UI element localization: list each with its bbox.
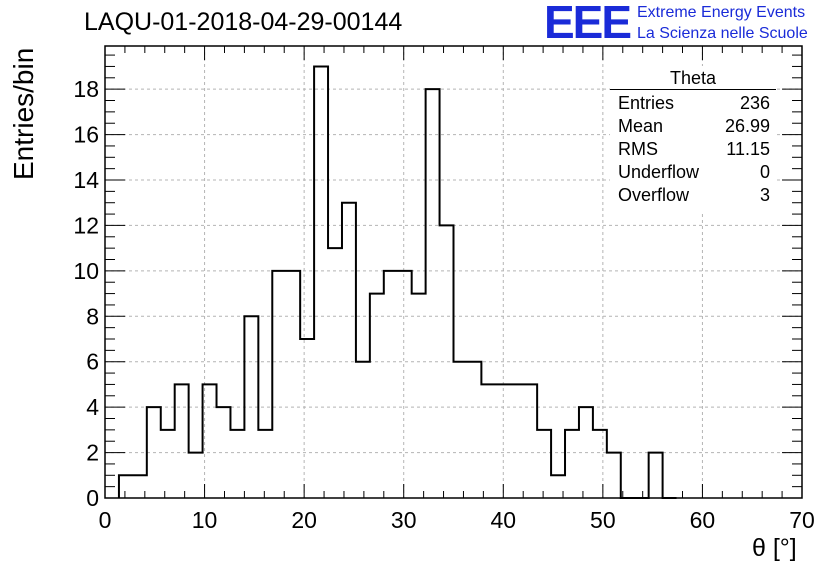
histogram-bin bbox=[426, 89, 440, 498]
histogram-bin bbox=[258, 430, 272, 498]
histogram-bin bbox=[509, 384, 523, 498]
histogram-bin bbox=[286, 271, 300, 498]
x-tick-label: 70 bbox=[789, 507, 815, 533]
stats-row: Entries 236 bbox=[618, 93, 770, 115]
x-tick-label: 10 bbox=[192, 507, 218, 533]
histogram-bin bbox=[537, 430, 551, 498]
x-tick-label: 0 bbox=[99, 507, 112, 533]
histogram-bin bbox=[412, 294, 426, 498]
x-axis-label: θ [°] bbox=[752, 534, 797, 562]
stats-key: Mean bbox=[618, 116, 664, 136]
y-tick-label: 8 bbox=[86, 303, 99, 329]
histogram-title: LAQU-01-2018-04-29-00144 bbox=[84, 8, 403, 36]
histogram-bin bbox=[189, 453, 203, 498]
stats-key: RMS bbox=[618, 139, 658, 159]
histogram-bin bbox=[300, 339, 314, 498]
histogram-bin bbox=[147, 407, 161, 498]
stats-row: Overflow 3 bbox=[618, 185, 770, 207]
histogram-bin bbox=[565, 430, 579, 498]
eee-logo-line-1: Extreme Energy Events bbox=[637, 4, 806, 21]
stats-row: RMS 11.15 bbox=[618, 139, 770, 161]
histogram-bin bbox=[230, 430, 244, 498]
stats-box: Theta Entries 236 Mean 26.99 RMS 11.15 U… bbox=[610, 66, 776, 214]
histogram-bin bbox=[244, 316, 258, 498]
histogram-bin bbox=[314, 66, 328, 498]
y-tick-label: 0 bbox=[86, 485, 99, 511]
x-tick-label: 50 bbox=[590, 507, 616, 533]
x-tick-label: 20 bbox=[291, 507, 317, 533]
stats-divider bbox=[610, 89, 776, 90]
y-tick-label: 14 bbox=[73, 167, 99, 193]
stats-key: Underflow bbox=[618, 162, 700, 182]
histogram-bin bbox=[342, 203, 356, 498]
histogram-bin bbox=[328, 248, 342, 498]
stats-value: 11.15 bbox=[726, 139, 770, 159]
histogram-bin bbox=[384, 271, 398, 498]
plot-frame bbox=[104, 45, 803, 499]
eee-logo-mark: EEE bbox=[544, 0, 632, 48]
histogram-bin bbox=[272, 271, 286, 498]
stats-row: Underflow 0 bbox=[618, 162, 770, 184]
y-tick-label: 10 bbox=[73, 258, 99, 284]
histogram-bin bbox=[454, 362, 468, 498]
histogram-bin bbox=[440, 225, 454, 498]
histogram-bin bbox=[607, 453, 621, 498]
stats-row: Mean 26.99 bbox=[618, 116, 770, 138]
histogram-bin bbox=[467, 362, 481, 498]
stats-value: 26.99 bbox=[724, 116, 770, 136]
histogram-bin bbox=[217, 407, 231, 498]
histogram-bin bbox=[161, 430, 175, 498]
y-tick-label: 18 bbox=[73, 76, 99, 102]
stats-key: Overflow bbox=[618, 185, 690, 205]
histogram-bin bbox=[495, 384, 509, 498]
y-tick-label: 6 bbox=[86, 349, 99, 375]
stats-name: Theta bbox=[669, 68, 717, 88]
histogram-bin bbox=[398, 271, 412, 498]
stats-value: 3 bbox=[759, 185, 770, 205]
histogram-bin bbox=[175, 384, 189, 498]
y-tick-label: 4 bbox=[86, 394, 99, 420]
y-tick-label: 16 bbox=[73, 122, 99, 148]
y-tick-label: 2 bbox=[86, 440, 99, 466]
eee-logo-line-2: La Scienza nelle Scuole bbox=[637, 25, 808, 42]
stats-value: 0 bbox=[759, 162, 770, 182]
histogram-bin bbox=[481, 384, 495, 498]
x-tick-label: 30 bbox=[391, 507, 417, 533]
histogram-bin bbox=[203, 384, 217, 498]
histogram-bin bbox=[119, 475, 133, 498]
histogram-bin bbox=[523, 384, 537, 498]
x-tick-label: 60 bbox=[690, 507, 716, 533]
stats-value: 236 bbox=[739, 93, 770, 113]
histogram-bin bbox=[579, 407, 593, 498]
histogram-bin bbox=[593, 430, 607, 498]
histogram-bin bbox=[356, 362, 370, 498]
y-axis-label: Entries/bin bbox=[8, 47, 39, 180]
y-tick-label: 12 bbox=[73, 212, 99, 238]
stats-key: Entries bbox=[618, 93, 675, 113]
x-tick-label: 40 bbox=[490, 507, 516, 533]
histogram-outline bbox=[117, 65, 677, 499]
histogram-bin bbox=[649, 453, 663, 498]
histogram-bin bbox=[370, 294, 384, 498]
eee-logo: EEE Extreme Energy Events La Scienza nel… bbox=[544, 0, 834, 48]
